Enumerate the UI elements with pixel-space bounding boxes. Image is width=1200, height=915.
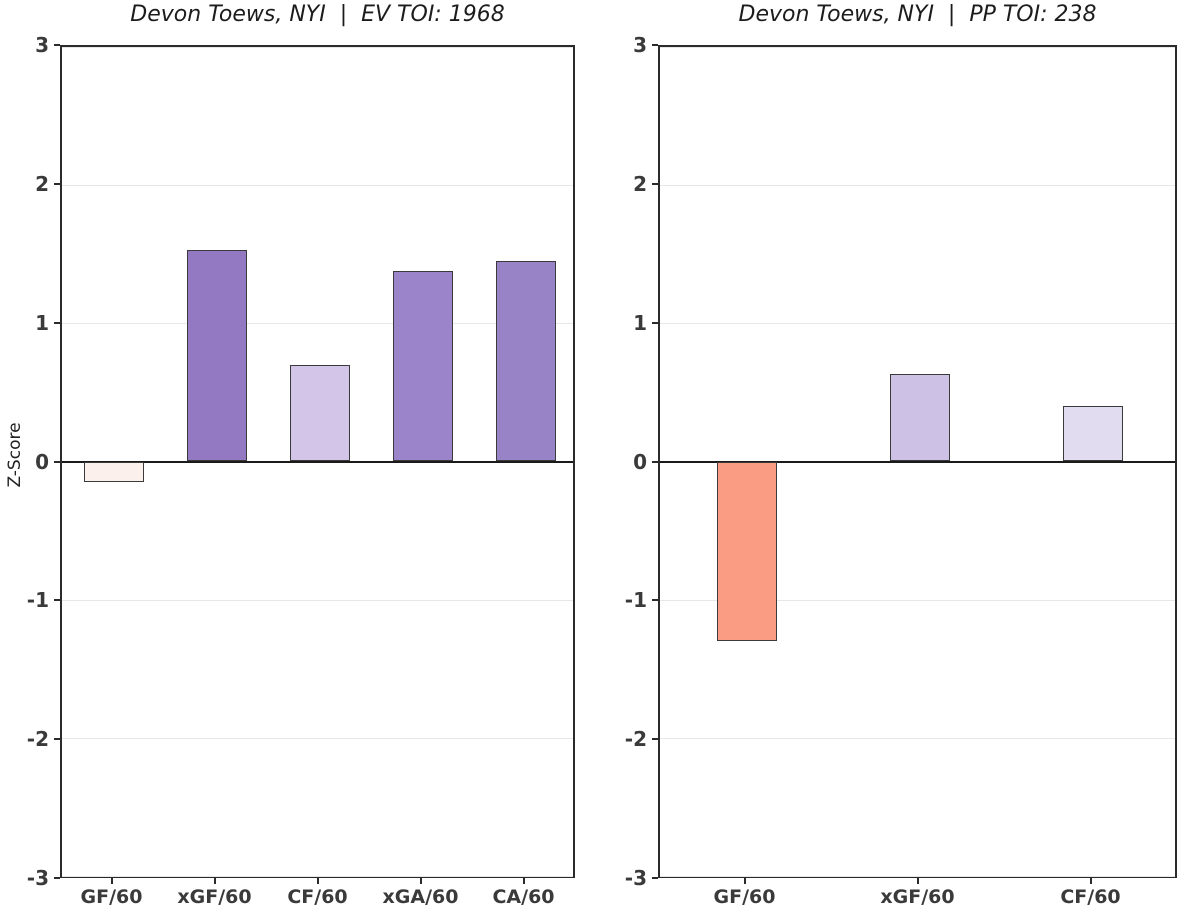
y-tick-label: 1	[35, 310, 49, 335]
y-tick-mark	[54, 44, 60, 46]
y-tick-mark	[54, 738, 60, 741]
bar-gf60	[716, 461, 777, 642]
y-tick-label: 0	[633, 449, 647, 474]
x-tick-label-xgf60: xGF/60	[177, 886, 252, 908]
y-tick-label: -2	[624, 727, 647, 752]
gridline-y-1	[62, 599, 573, 601]
y-tick-label: 3	[633, 33, 647, 57]
gridline-y3	[62, 47, 573, 48]
chart-pp-plot-area	[658, 45, 1177, 878]
gridline-y2	[660, 185, 1175, 187]
chart-pp: Devon Toews, NYI | PP TOI: 238 3 2 1 0 -1 -2 -…	[600, 0, 1200, 915]
x-tick-mark	[916, 878, 919, 884]
x-tick-mark	[522, 878, 525, 884]
x-tick-label-cf60: CF/60	[287, 886, 348, 908]
chart-ev-title: Devon Toews, NYI | EV TOI: 1968	[130, 2, 505, 27]
gridline-y1	[62, 323, 573, 325]
y-tick-mark	[652, 321, 658, 324]
x-tick-mark	[1089, 878, 1092, 884]
zero-line	[62, 460, 573, 463]
y-tick-mark	[54, 599, 60, 602]
x-tick-label-gf60: GF/60	[713, 886, 776, 908]
chart-ev-plot-area	[60, 45, 575, 878]
bar-xgf60	[186, 250, 247, 462]
x-tick-mark	[419, 878, 422, 884]
y-tick-mark	[652, 738, 658, 741]
gridline-y-2	[660, 737, 1175, 739]
bar-ca60	[495, 261, 556, 462]
x-tick-mark	[316, 878, 319, 884]
y-tick-mark	[652, 460, 658, 463]
x-tick-label-gf60: GF/60	[80, 886, 143, 908]
y-tick-label: -2	[26, 727, 49, 752]
x-tick-label-ca60: CA/60	[492, 886, 555, 908]
y-tick-mark	[652, 44, 658, 46]
x-tick-label-cf60: CF/60	[1060, 886, 1121, 908]
bar-xga60	[392, 270, 453, 462]
bar-cf60	[289, 364, 350, 462]
gridline-y1	[660, 323, 1175, 325]
y-tick-label: 3	[35, 33, 49, 57]
x-tick-mark	[743, 878, 746, 884]
y-tick-label: -1	[26, 588, 49, 613]
y-tick-mark	[54, 877, 60, 879]
y-tick-label: -1	[624, 588, 647, 613]
bar-cf60	[1062, 406, 1123, 462]
y-tick-mark	[652, 877, 658, 879]
gridline-y2	[62, 185, 573, 187]
y-tick-mark	[652, 599, 658, 602]
y-tick-mark	[54, 460, 60, 463]
x-tick-mark	[213, 878, 216, 884]
y-tick-mark	[54, 321, 60, 324]
chart-ev: Devon Toews, NYI | EV TOI: 1968 Z-Score …	[5, 2, 575, 908]
gridline-y-1	[660, 599, 1175, 601]
bar-xgf60	[889, 374, 950, 462]
x-tick-label-xga60: xGA/60	[382, 886, 459, 908]
gridline-y-2	[62, 737, 573, 739]
y-tick-label: -3	[624, 866, 647, 890]
gridline-y-3	[660, 876, 1175, 877]
x-tick-label-xgf60: xGF/60	[880, 886, 955, 908]
y-tick-mark	[54, 182, 60, 185]
y-tick-label: 1	[633, 310, 647, 335]
y-tick-label: 0	[35, 449, 49, 474]
gridline-y3	[660, 47, 1175, 48]
y-tick-label: -3	[26, 866, 49, 890]
x-tick-mark	[110, 878, 113, 884]
bar-gf60	[83, 461, 144, 483]
y-tick-label: 2	[35, 171, 49, 196]
y-tick-mark	[652, 182, 658, 185]
gridline-y-3	[62, 876, 573, 877]
chart-pp-title: Devon Toews, NYI | PP TOI: 238	[738, 2, 1097, 27]
zero-line	[660, 460, 1175, 463]
y-tick-label: 2	[633, 171, 647, 196]
